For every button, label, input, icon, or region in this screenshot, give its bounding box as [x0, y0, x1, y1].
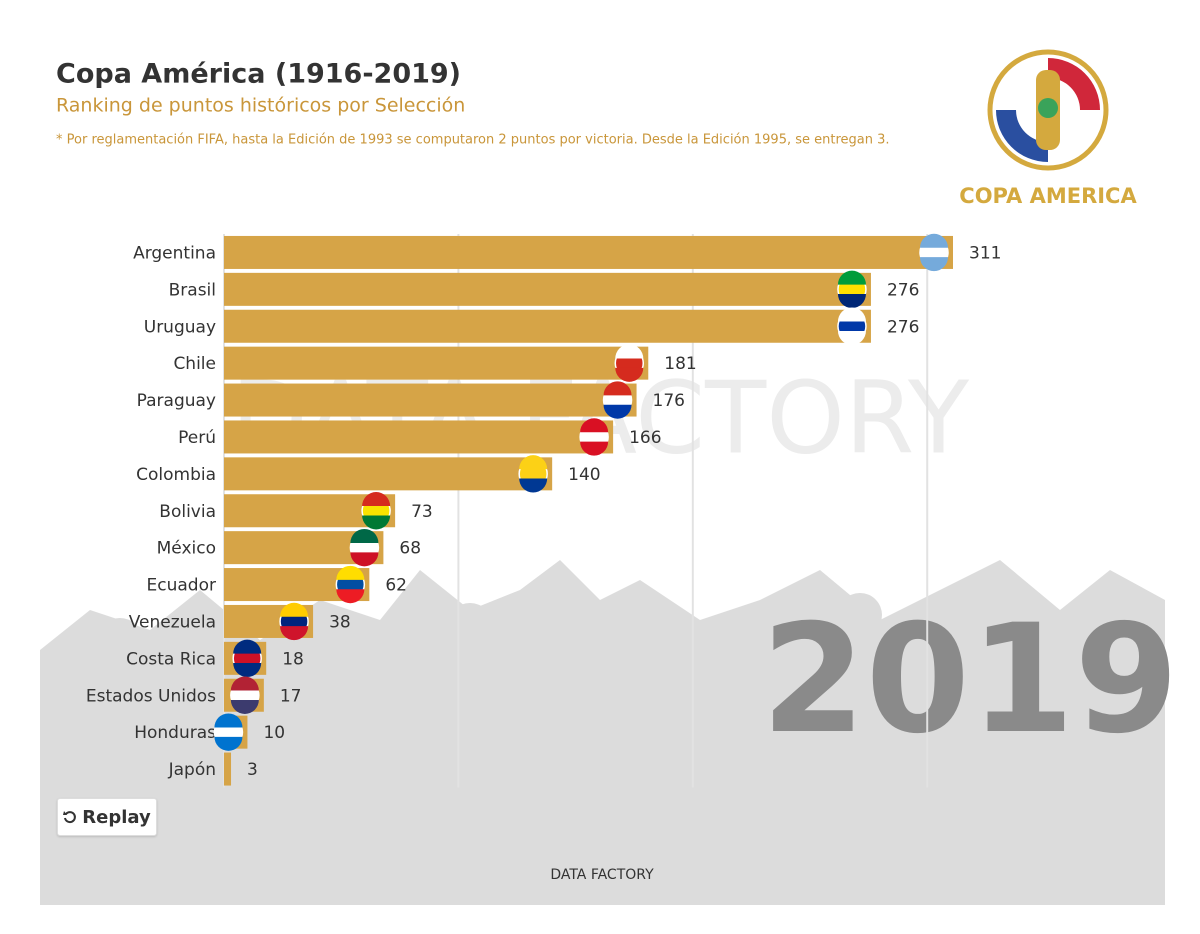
flag — [349, 528, 380, 567]
y-tick-label: Honduras — [134, 723, 216, 743]
y-tick-label: Japón — [168, 760, 216, 780]
flag-stripe — [837, 330, 866, 345]
value-label: 73 — [411, 502, 433, 522]
chart-note: * Por reglamentación FIFA, hasta la Edic… — [56, 133, 890, 148]
logo — [987, 49, 1109, 171]
value-label: 68 — [399, 539, 421, 559]
flag-stripe — [580, 418, 609, 433]
y-tick-label: Argentina — [133, 243, 216, 263]
plot: Argentina 311 Brasil 276 Uruguay 276 Chile 181 P… — [86, 233, 1001, 788]
flag-stripe — [837, 294, 866, 309]
y-tick-label: Colombia — [136, 465, 216, 485]
value-label: 166 — [629, 428, 661, 448]
value-label: 38 — [329, 612, 351, 632]
flag-stripe — [603, 404, 632, 419]
flag-stripe — [233, 639, 262, 654]
flag — [335, 565, 366, 604]
flag-stripe — [580, 441, 609, 456]
y-tick-label: Venezuela — [129, 612, 216, 632]
logo-text: COPA AMERICA — [959, 184, 1137, 208]
bar — [224, 346, 649, 380]
y-tick-label: Costa Rica — [126, 649, 216, 669]
flag — [361, 492, 391, 530]
flag-stripe — [350, 528, 379, 543]
flag — [837, 270, 867, 309]
chart-title: Copa América (1916-2019) — [56, 59, 461, 90]
flag-stripe — [615, 344, 644, 359]
flag — [614, 344, 645, 382]
replay-icon — [63, 811, 77, 824]
value-label: 276 — [887, 280, 919, 300]
flag-stripe — [362, 515, 391, 530]
flag — [602, 381, 633, 419]
flag-stripe — [214, 713, 243, 728]
flag — [919, 233, 949, 272]
value-label: 10 — [263, 723, 285, 743]
flag-stripe — [230, 699, 259, 714]
flag-stripe — [920, 233, 948, 248]
flag-stripe — [615, 367, 644, 382]
y-tick-label: Paraguay — [137, 391, 216, 411]
y-tick-label: Bolivia — [159, 502, 216, 522]
y-tick-label: Uruguay — [144, 317, 216, 337]
bar — [224, 457, 553, 491]
y-tick-label: Estados Unidos — [86, 686, 216, 706]
flag-stripe — [837, 270, 866, 285]
value-label: 18 — [282, 649, 304, 669]
flag — [232, 639, 262, 678]
flag-stripe — [233, 663, 262, 678]
flag — [230, 676, 260, 714]
flag — [837, 307, 867, 345]
bar — [224, 272, 871, 306]
flag — [213, 713, 244, 751]
bar — [224, 420, 614, 454]
bar — [224, 235, 953, 269]
value-label: 140 — [568, 465, 600, 485]
flag-stripe — [837, 307, 866, 322]
flag-stripe — [214, 736, 243, 751]
value-label: 17 — [280, 686, 302, 706]
y-tick-label: México — [157, 539, 216, 559]
footer-credit: DATA FACTORY — [550, 867, 654, 883]
chart-subtitle: Ranking de puntos históricos por Selecci… — [56, 95, 465, 117]
flag-stripe — [280, 602, 309, 617]
flag-stripe — [336, 589, 365, 604]
flag-stripe — [519, 478, 548, 493]
flag-stripe — [280, 626, 309, 641]
value-label: 62 — [385, 576, 407, 596]
flag-stripe — [362, 492, 391, 507]
value-label: 181 — [664, 354, 696, 374]
value-label: 276 — [887, 317, 919, 337]
y-tick-label: Perú — [178, 428, 216, 448]
y-tick-label: Chile — [173, 354, 216, 374]
bar — [224, 383, 637, 417]
value-label: 3 — [247, 760, 258, 780]
flag — [279, 602, 309, 641]
flag-stripe — [603, 381, 632, 396]
flag-stripe — [350, 552, 379, 567]
bar — [224, 309, 871, 343]
replay-label[interactable]: Replay — [82, 806, 151, 828]
flag-stripe — [336, 565, 365, 580]
y-tick-label: Brasil — [169, 280, 216, 300]
flag — [579, 418, 609, 456]
y-tick-label: Ecuador — [147, 576, 216, 596]
flag-stripe — [519, 455, 548, 470]
flag — [518, 455, 548, 493]
value-label: 176 — [653, 391, 685, 411]
value-label: 311 — [969, 243, 1001, 263]
flag-stripe — [230, 676, 259, 691]
flag-stripe — [920, 257, 948, 272]
year-label: 2019 — [761, 593, 1178, 767]
replay-button[interactable]: Replay — [57, 798, 157, 836]
bar — [224, 752, 232, 786]
